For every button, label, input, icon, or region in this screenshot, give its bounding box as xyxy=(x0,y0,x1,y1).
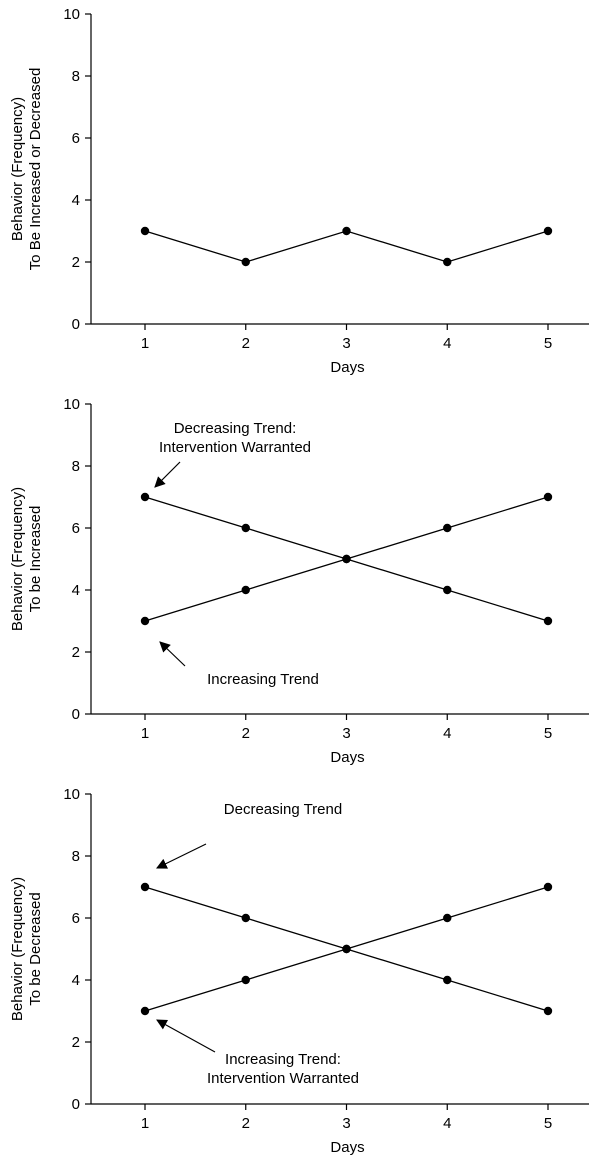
data-point xyxy=(342,944,351,954)
data-point xyxy=(241,913,250,923)
annotation-text: Intervention Warranted xyxy=(207,1070,359,1087)
x-axis-title: Days xyxy=(330,749,364,766)
y-tick-label: 10 xyxy=(63,786,80,803)
y-axis-title-line-1: Behavior (Frequency) xyxy=(9,487,26,631)
x-tick-label: 4 xyxy=(443,1115,451,1132)
data-point xyxy=(443,975,452,985)
y-tick-label: 10 xyxy=(63,396,80,413)
x-tick-label: 5 xyxy=(544,1115,552,1132)
y-axis-title-line-2: To Be Increased or Decreased xyxy=(27,68,44,271)
y-tick-label: 4 xyxy=(72,192,80,209)
x-tick-label: 1 xyxy=(141,1115,149,1132)
data-point xyxy=(140,1006,150,1016)
y-tick-label: 2 xyxy=(72,1034,80,1051)
x-tick-label: 5 xyxy=(544,335,552,352)
y-tick-label: 8 xyxy=(72,68,80,85)
data-point xyxy=(543,882,553,892)
data-point xyxy=(241,523,250,533)
annotation-text: Increasing Trend xyxy=(207,671,319,688)
data-point xyxy=(443,913,452,923)
annotation-1: Decreasing Trend xyxy=(156,801,342,869)
y-tick-label: 6 xyxy=(72,910,80,927)
data-point xyxy=(241,975,250,985)
x-tick-label: 2 xyxy=(242,725,250,742)
y-tick-label: 2 xyxy=(72,254,80,271)
annotation-arrow xyxy=(156,1019,216,1053)
data-point xyxy=(140,616,150,626)
data-point xyxy=(241,257,250,267)
annotation-arrow xyxy=(159,641,186,667)
data-point xyxy=(543,1006,553,1016)
data-point xyxy=(543,492,553,502)
data-point xyxy=(140,492,150,502)
data-point xyxy=(543,226,553,236)
annotation-text: Decreasing Trend xyxy=(224,801,342,818)
x-tick-label: 2 xyxy=(242,1115,250,1132)
x-tick-label: 3 xyxy=(342,1115,350,1132)
annotation-2: Increasing Trend: Intervention Warranted xyxy=(156,1019,359,1087)
x-tick-label: 4 xyxy=(443,725,451,742)
x-tick-label: 1 xyxy=(141,335,149,352)
annotation-1: Decreasing Trend: Intervention Warranted xyxy=(154,420,311,488)
data-point xyxy=(543,616,553,626)
data-point xyxy=(140,226,150,236)
y-tick-label: 2 xyxy=(72,644,80,661)
annotation-arrow xyxy=(156,843,207,869)
y-axis-title-line-1: Behavior (Frequency) xyxy=(9,97,26,241)
y-tick-label: 6 xyxy=(72,520,80,537)
annotation-text: Decreasing Trend: xyxy=(174,420,297,437)
y-tick-label: 0 xyxy=(72,706,80,723)
y-axis-title-line-2: To be Increased xyxy=(27,506,44,613)
annotation-arrow xyxy=(154,461,181,488)
annotation-text: Intervention Warranted xyxy=(159,439,311,456)
y-tick-label: 6 xyxy=(72,130,80,147)
y-tick-label: 10 xyxy=(63,6,80,23)
data-point xyxy=(140,882,150,892)
series-line-1 xyxy=(144,230,549,263)
annotation-2: Increasing Trend xyxy=(159,641,319,688)
x-tick-label: 3 xyxy=(342,335,350,352)
x-tick-label: 4 xyxy=(443,335,451,352)
x-tick-label: 5 xyxy=(544,725,552,742)
data-point xyxy=(443,523,452,533)
y-axis-title-line-1: Behavior (Frequency) xyxy=(9,877,26,1021)
y-tick-label: 0 xyxy=(72,1096,80,1113)
y-tick-label: 8 xyxy=(72,458,80,475)
annotation-text: Increasing Trend: xyxy=(225,1051,341,1068)
y-tick-label: 8 xyxy=(72,848,80,865)
data-point xyxy=(443,585,452,595)
x-axis-title: Days xyxy=(330,359,364,376)
x-tick-label: 3 xyxy=(342,725,350,742)
x-tick-label: 2 xyxy=(242,335,250,352)
y-tick-label: 4 xyxy=(72,972,80,989)
y-axis-title-line-2: To be Decreased xyxy=(27,892,44,1005)
y-tick-label: 4 xyxy=(72,582,80,599)
data-point xyxy=(241,585,250,595)
x-axis-title: Days xyxy=(330,1139,364,1156)
data-point xyxy=(443,257,452,267)
y-tick-label: 0 xyxy=(72,316,80,333)
data-point xyxy=(342,554,351,564)
data-point xyxy=(342,226,351,236)
x-tick-label: 1 xyxy=(141,725,149,742)
